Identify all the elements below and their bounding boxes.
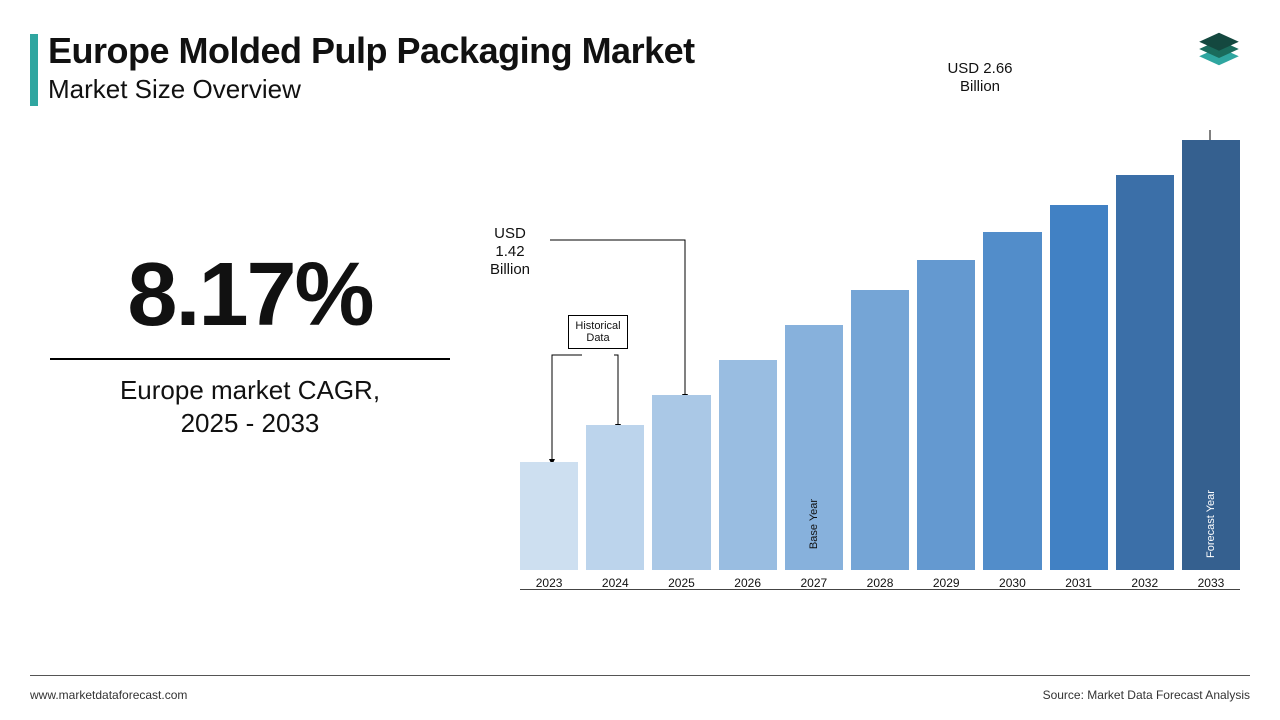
x-axis-label: 2032 xyxy=(1131,576,1158,590)
bar-column: 2026 xyxy=(719,360,777,590)
caption-line-2: 2025 - 2033 xyxy=(181,408,320,438)
bar xyxy=(1116,175,1174,570)
bar-series: 2023 2024 2025 2026 Base Year 2027 2028 2029 203… xyxy=(520,160,1240,590)
x-axis-label: 2025 xyxy=(668,576,695,590)
title-accent-bar xyxy=(30,34,38,106)
x-axis-label: 2028 xyxy=(867,576,894,590)
bar xyxy=(917,260,975,570)
bar-column: Base Year 2027 xyxy=(785,325,843,590)
bar xyxy=(652,395,710,570)
bar-column: 2031 xyxy=(1050,205,1108,590)
x-axis-baseline xyxy=(520,589,1240,590)
cagr-value: 8.17% xyxy=(40,250,460,340)
x-axis-label: 2026 xyxy=(734,576,761,590)
x-axis-label: 2029 xyxy=(933,576,960,590)
bar: Forecast Year xyxy=(1182,140,1240,570)
x-axis-label: 2023 xyxy=(536,576,563,590)
bar-column: Forecast Year 2033 xyxy=(1182,140,1240,590)
bar xyxy=(719,360,777,570)
page-title: Europe Molded Pulp Packaging Market xyxy=(48,30,1250,72)
callout-text: Billion xyxy=(960,78,1000,95)
page-root: Europe Molded Pulp Packaging Market Mark… xyxy=(0,0,1280,720)
bar-inside-label: Forecast Year xyxy=(1205,490,1217,558)
stat-divider xyxy=(50,358,450,360)
x-axis-label: 2030 xyxy=(999,576,1026,590)
callout-text: USD 2.66 xyxy=(947,60,1012,77)
bar xyxy=(1050,205,1108,570)
bar xyxy=(851,290,909,570)
bar-inside-label: Base Year xyxy=(808,499,820,549)
bar: Base Year xyxy=(785,325,843,570)
title-block: Europe Molded Pulp Packaging Market Mark… xyxy=(30,30,1250,105)
bar-column: 2032 xyxy=(1116,175,1174,590)
caption-line-1: Europe market CAGR, xyxy=(120,375,380,405)
cagr-stat-block: 8.17% Europe market CAGR, 2025 - 2033 xyxy=(40,250,460,439)
bar xyxy=(983,232,1041,570)
x-axis-label: 2027 xyxy=(800,576,827,590)
x-axis-label: 2033 xyxy=(1198,576,1225,590)
bar-chart: USD 1.42 Billion USD 2.66 Billion Histor… xyxy=(520,130,1240,630)
footer-divider xyxy=(30,675,1250,676)
footer-url: www.marketdataforecast.com xyxy=(30,688,187,702)
page-subtitle: Market Size Overview xyxy=(48,74,1250,105)
bar-column: 2028 xyxy=(851,290,909,590)
footer-source: Source: Market Data Forecast Analysis xyxy=(1043,688,1250,702)
bar-column: 2024 xyxy=(586,425,644,590)
footer: www.marketdataforecast.com Source: Marke… xyxy=(30,688,1250,702)
bar xyxy=(520,462,578,570)
x-axis-label: 2024 xyxy=(602,576,629,590)
brand-logo-icon xyxy=(1192,22,1246,76)
cagr-caption: Europe market CAGR, 2025 - 2033 xyxy=(40,374,460,439)
x-axis-label: 2031 xyxy=(1065,576,1092,590)
end-value-callout: USD 2.66 Billion xyxy=(920,60,1040,96)
bar-column: 2025 xyxy=(652,395,710,590)
bar-column: 2030 xyxy=(983,232,1041,590)
bar-column: 2023 xyxy=(520,462,578,590)
bar xyxy=(586,425,644,570)
bar-column: 2029 xyxy=(917,260,975,590)
